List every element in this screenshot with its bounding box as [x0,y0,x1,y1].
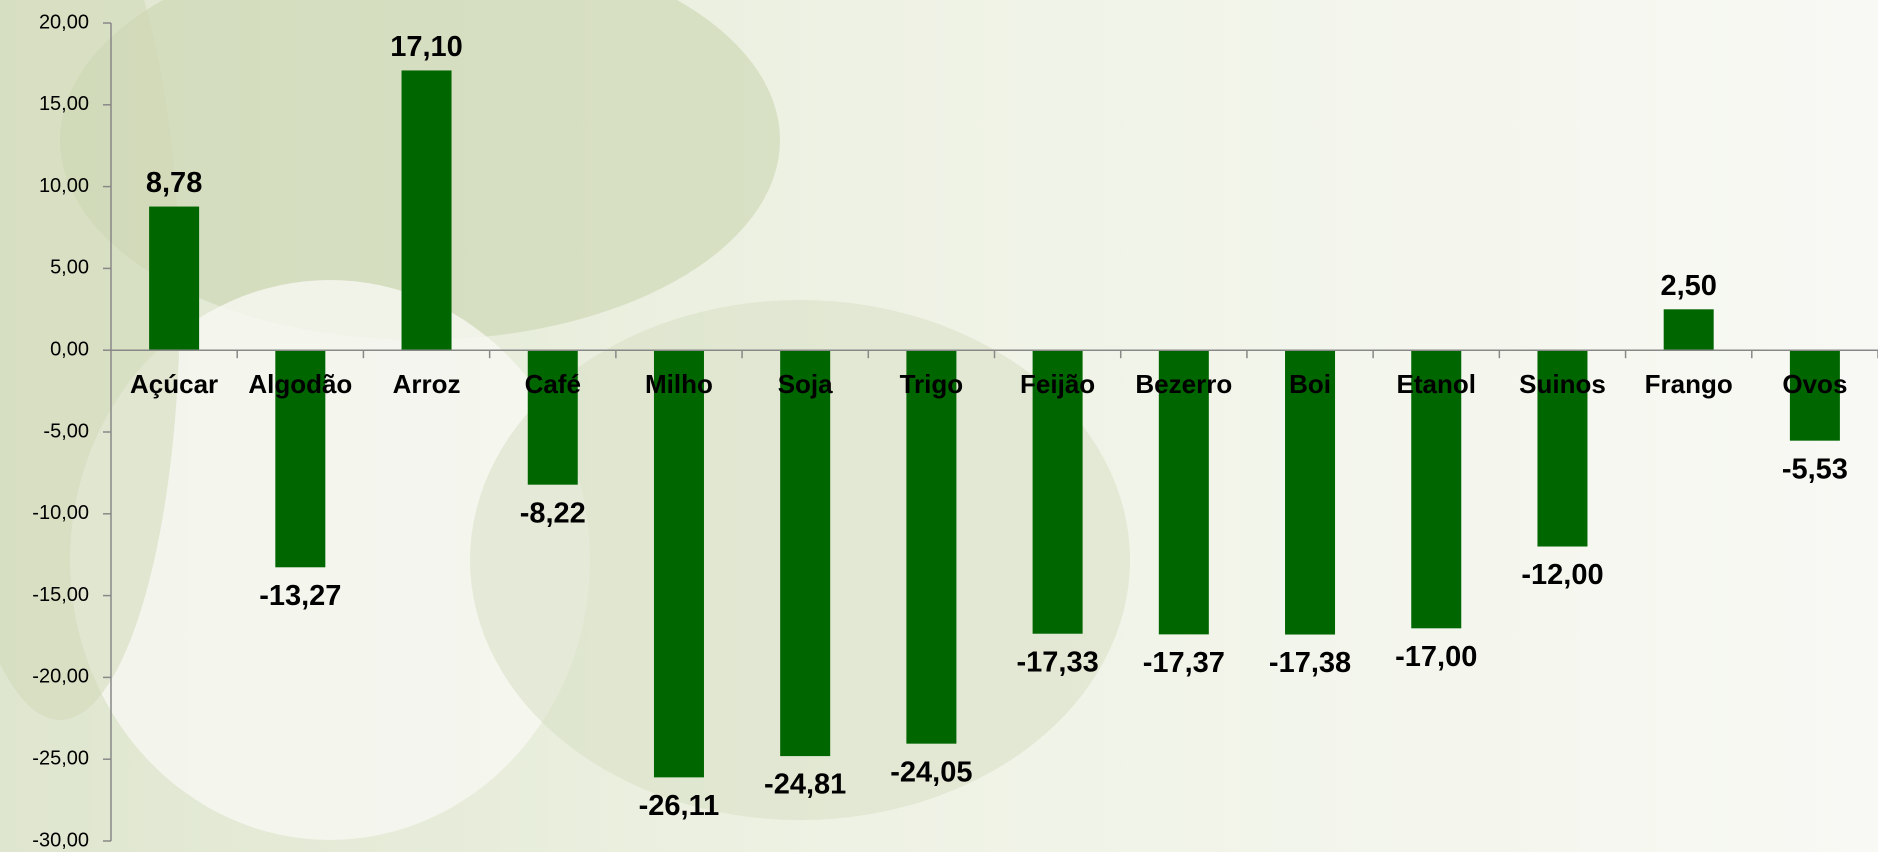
value-label: -12,00 [1521,559,1603,591]
y-tick-label: -30,00 [32,829,89,851]
x-tick-label: Algodão [248,369,352,399]
y-tick-label: 15,00 [39,93,89,115]
value-label: -24,05 [890,756,972,788]
x-tick-label: Suinos [1519,369,1606,399]
bar [780,350,831,757]
x-tick-label: Etanol [1397,369,1476,399]
value-label: -8,22 [520,497,586,529]
bar [1411,350,1462,629]
y-tick-label: -15,00 [32,584,89,606]
x-tick-label: Milho [645,369,713,399]
value-label: -17,37 [1143,647,1225,679]
plot-area: -30,00 -25,00 -20,00 -15,00 -10,00 -5,00 0,00 5… [32,11,1878,851]
bar [401,70,452,351]
bar [1663,309,1714,351]
y-tick-label: 0,00 [50,338,89,360]
bar [275,350,326,568]
x-tick-label: Bezerro [1135,369,1232,399]
y-tick-label: -20,00 [32,666,89,688]
bar [653,350,704,778]
bar [527,350,578,485]
y-tick-label: -25,00 [32,747,89,769]
bar [1158,350,1209,635]
x-tick-label: Trigo [900,369,964,399]
value-label: 17,10 [390,31,463,63]
value-label: 8,78 [146,167,202,199]
x-tick-label: Feijão [1020,369,1095,399]
x-tick-label: Frango [1645,369,1733,399]
y-tick-label: 20,00 [39,11,89,33]
y-tick-label: -10,00 [32,502,89,524]
value-label: -5,53 [1782,453,1848,485]
bar [1032,350,1083,634]
value-label: 2,50 [1660,270,1716,302]
bar [149,206,200,351]
bar [906,350,957,744]
y-tick-label: -5,00 [43,420,89,442]
background-shape [0,0,180,720]
bar [1285,350,1336,635]
value-label: -24,81 [764,769,846,801]
bar [1537,350,1588,547]
x-tick-label: Ovos [1782,369,1847,399]
value-label: -17,33 [1016,646,1098,678]
value-label: -13,27 [259,580,341,612]
y-tick-label: 5,00 [50,257,89,279]
value-label: -17,38 [1269,647,1351,679]
background-shape [70,280,590,840]
x-tick-label: Café [525,369,581,399]
x-tick-label: Açúcar [130,369,218,399]
x-tick-label: Arroz [393,369,461,399]
y-tick-label: 10,00 [39,175,89,197]
x-tick-label: Boi [1289,369,1331,399]
x-tick-label: Soja [778,369,833,399]
value-label: -26,11 [639,790,720,822]
bar [1789,350,1840,441]
value-label: -17,00 [1395,641,1477,673]
